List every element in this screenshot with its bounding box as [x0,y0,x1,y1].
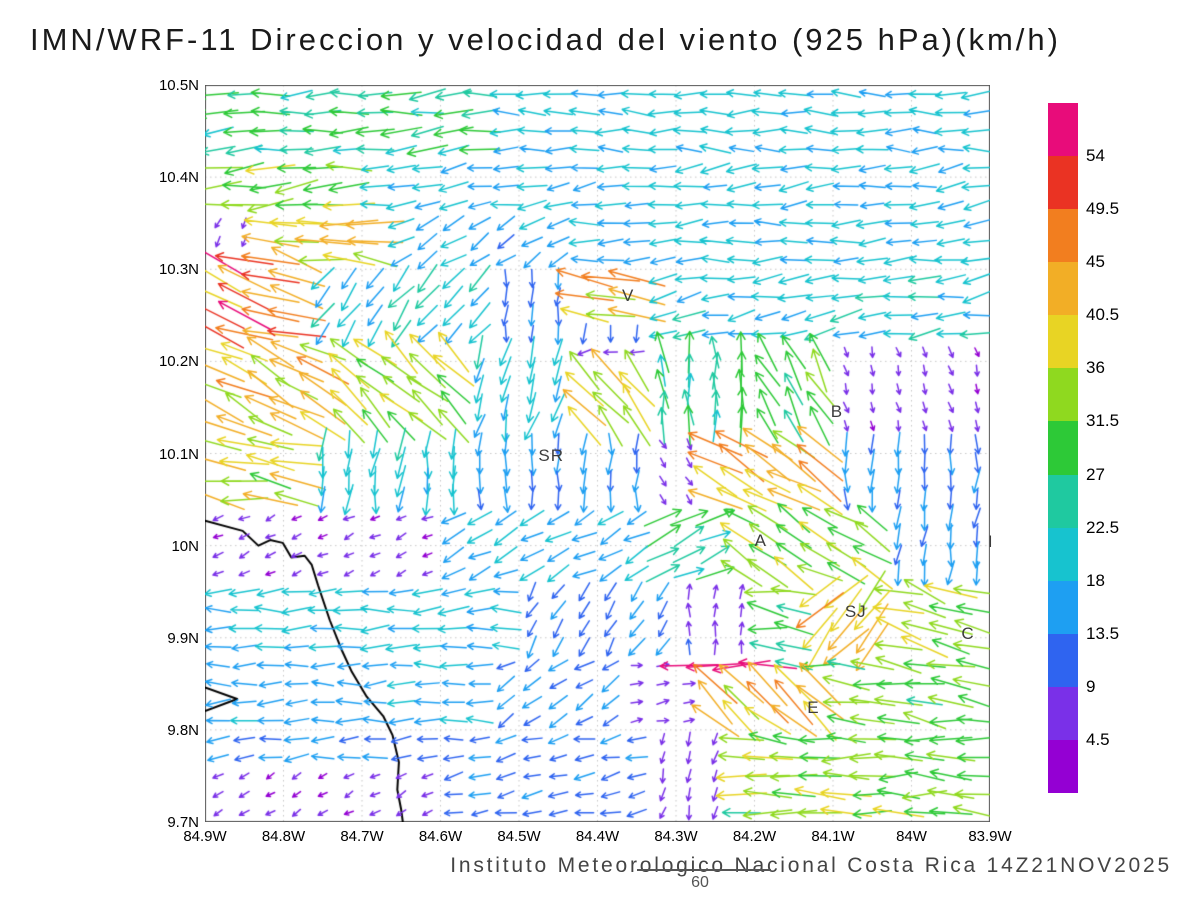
colorbar-cell [1048,315,1078,369]
colorbar-tick-label: 54 [1086,146,1105,166]
colorbar-cell [1048,527,1078,581]
x-tick-label: 84.9W [183,828,227,845]
colorbar-cell [1048,739,1078,794]
x-tick-label: 84.3W [654,828,698,845]
x-tick-label: 84W [896,828,927,845]
city-label-i: I [987,531,994,551]
colorbar-cell [1048,421,1078,475]
colorbar-cell [1048,156,1078,210]
y-tick-label: 9.9N [167,629,199,647]
y-tick-label: 10.5N [158,77,199,94]
x-tick-label: 83.9W [968,828,1012,845]
colorbar-tick-label: 27 [1086,464,1105,484]
footer-credit: Instituto Meteorologico Nacional Costa R… [450,854,1172,877]
city-label-e: E [807,697,820,717]
colorbar-cell [1048,580,1078,634]
city-label-b: B [830,402,844,422]
y-tick-label: 9.8N [167,721,199,739]
colorbar-tick-label: 31.5 [1086,411,1120,431]
colorbar-tick-labels: 54 49.5 45 40.5 36 31.5 27 22.5 18 13.5 9 4.5 [1086,103,1146,793]
y-tick-label: 10N [171,537,199,555]
x-tick-label: 84.7W [340,828,384,845]
colorbar-cell [1048,686,1078,740]
x-tick-label: 84.2W [732,828,777,845]
colorbar-cell [1048,633,1078,687]
y-tick-label: 9.7N [167,814,199,831]
colorbar-cell [1048,209,1078,263]
colorbar-cell [1048,474,1078,528]
frame-number: 60 [691,874,709,891]
y-tick-label: 10.3N [158,261,199,279]
city-label-c: C [961,624,975,644]
city-label-v: V [621,285,635,305]
wind-vector-canvas [205,85,990,822]
plot-area: 10.5N 10.4N 10.3N 10.2N 10.1N 10N 9.9N 9.8N 9.7N… [159,77,1012,845]
colorbar-tick-label: 13.5 [1086,623,1120,643]
city-label-sj: SJ [844,601,867,621]
colorbar-tick-label: 4.5 [1086,729,1110,749]
x-tick-label: 84.4W [575,828,620,845]
colorbar-tick-label: 36 [1086,358,1105,378]
colorbar-tick-label: 45 [1086,252,1105,272]
colorbar-tick-label: 9 [1086,676,1096,696]
x-tick-label: 84.1W [811,828,855,845]
colorbar-tick-label: 49.5 [1086,199,1120,219]
colorbar-tick-label: 22.5 [1086,517,1120,537]
colorbar-cell [1048,368,1078,422]
footer-underline [637,869,771,871]
colorbar-tick-label: 40.5 [1086,305,1120,325]
colorbar-cell [1048,103,1078,157]
city-label-a: A [754,531,767,551]
y-tick-label: 10.1N [158,445,199,463]
city-label-sr: SR [538,446,564,466]
x-tick-label: 84.8W [261,828,306,845]
x-tick-label: 84.6W [418,828,463,845]
x-tick-label: 84.5W [497,828,541,845]
colorbar-cell [1048,262,1078,316]
colorbar-tick-label: 18 [1086,570,1105,590]
y-tick-label: 10.4N [158,169,199,187]
colorbar [1048,103,1078,794]
y-tick-label: 10.2N [158,353,199,371]
chart-title: IMN/WRF-11 Direccion y velocidad del vie… [30,22,1061,57]
